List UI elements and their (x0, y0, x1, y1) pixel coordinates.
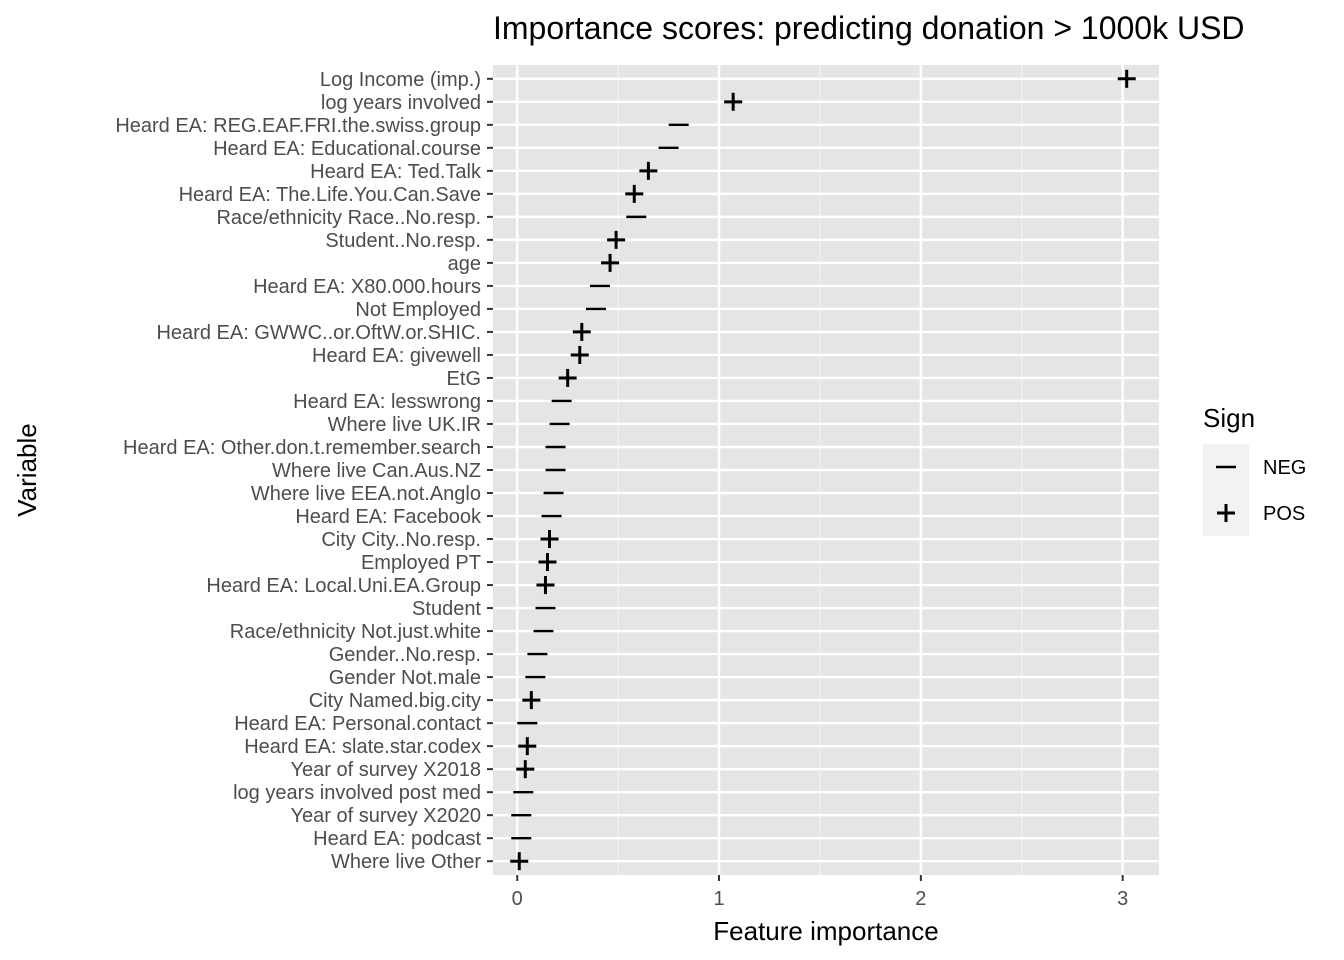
point-pos (558, 368, 577, 387)
y-tick-label: Heard EA: GWWC..or.OftW.or.SHIC. (156, 322, 481, 344)
y-tick-label: Employed PT (361, 552, 481, 574)
point-pos (510, 852, 529, 871)
y-tick-label: Heard EA: X80.000.hours (253, 276, 481, 298)
y-tick-label: log years involved post med (233, 782, 481, 804)
point-pos (601, 253, 620, 272)
y-tick-label: Year of survey X2018 (291, 759, 482, 781)
grid-layer (493, 65, 1159, 875)
legend-title: Sign (1203, 403, 1255, 433)
legend-label: POS (1263, 503, 1305, 525)
point-pos (518, 737, 537, 756)
y-tick-label: Heard EA: Local.Uni.EA.Group (206, 575, 481, 597)
x-tick-label: 0 (512, 888, 523, 910)
y-tick-label: Log Income (imp.) (320, 69, 481, 91)
y-tick-label: Gender..No.resp. (329, 644, 481, 666)
y-tick-label: Heard EA: slate.star.codex (244, 736, 481, 758)
point-pos (536, 576, 555, 595)
point-pos (540, 530, 559, 549)
y-tick-label: Student..No.resp. (325, 230, 481, 252)
point-pos (724, 92, 743, 111)
data-marks (510, 69, 1136, 871)
x-tick-label: 3 (1117, 888, 1128, 910)
y-tick-label: log years involved (321, 92, 481, 114)
point-pos (516, 760, 535, 779)
point-pos (1117, 69, 1136, 88)
y-axis-labels: Log Income (imp.)log years involvedHeard… (115, 69, 493, 873)
legend-key-background (1203, 444, 1249, 536)
y-tick-label: Heard EA: podcast (313, 828, 481, 850)
y-tick-label: Heard EA: Personal.contact (234, 713, 481, 735)
y-tick-label: Gender Not.male (329, 667, 481, 689)
x-tick-label: 2 (915, 888, 926, 910)
point-pos (625, 184, 644, 203)
y-tick-label: Not Employed (355, 299, 481, 321)
y-tick-label: Heard EA: lesswrong (293, 391, 481, 413)
legend: Sign NEG POS (1203, 403, 1306, 536)
y-tick-label: Where live EEA.not.Anglo (251, 483, 481, 505)
y-tick-label: Heard EA: Ted.Talk (310, 161, 482, 183)
y-tick-label: Heard EA: REG.EAF.FRI.the.swiss.group (115, 115, 481, 137)
y-tick-label: City Named.big.city (309, 690, 481, 712)
y-tick-label: Race/ethnicity Race..No.resp. (216, 207, 481, 229)
y-tick-label: age (448, 253, 481, 275)
y-tick-label: Heard EA: The.Life.You.Can.Save (179, 184, 481, 206)
x-axis-title: Feature importance (713, 916, 938, 946)
y-tick-label: EtG (447, 368, 481, 390)
legend-label: NEG (1263, 457, 1306, 479)
y-axis-title: Variable (12, 423, 42, 516)
y-tick-label: Heard EA: Other.don.t.remember.search (123, 437, 481, 459)
y-tick-label: Heard EA: Educational.course (213, 138, 481, 160)
point-pos (572, 322, 591, 341)
point-pos (570, 345, 589, 364)
y-tick-label: Heard EA: Facebook (295, 506, 482, 528)
point-pos (607, 230, 626, 249)
y-tick-label: Where live UK.IR (328, 414, 481, 436)
y-tick-label: Heard EA: givewell (312, 345, 481, 367)
point-pos (639, 161, 658, 180)
y-tick-label: City City..No.resp. (321, 529, 481, 551)
x-tick-label: 1 (713, 888, 724, 910)
point-pos (538, 553, 557, 572)
y-tick-label: Race/ethnicity Not.just.white (230, 621, 481, 643)
x-axis: 0 1 2 3 (512, 875, 1128, 910)
y-tick-label: Where live Can.Aus.NZ (272, 460, 481, 482)
legend-entries: NEG POS (1216, 457, 1306, 525)
legend-symbol-pos (1217, 504, 1235, 522)
y-tick-label: Student (412, 598, 481, 620)
y-tick-label: Year of survey X2020 (291, 805, 482, 827)
point-pos (522, 691, 541, 710)
y-tick-label: Where live Other (331, 851, 481, 873)
chart-title: Importance scores: predicting donation >… (493, 10, 1245, 46)
